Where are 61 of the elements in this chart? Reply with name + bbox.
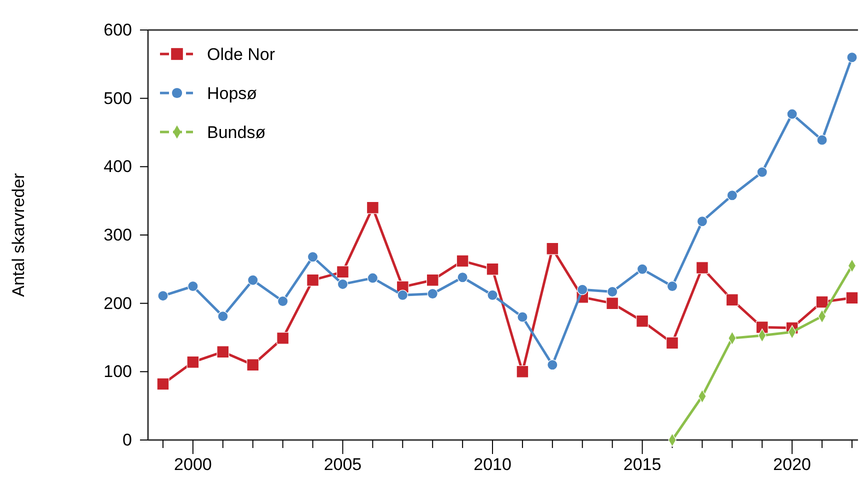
point xyxy=(786,108,798,120)
point xyxy=(517,312,528,322)
point xyxy=(158,290,168,302)
point xyxy=(307,252,318,262)
point xyxy=(397,290,408,300)
y-tick-label: 500 xyxy=(104,88,132,108)
y-tick-label: 400 xyxy=(104,157,132,176)
point xyxy=(186,356,200,368)
point xyxy=(248,274,258,286)
point xyxy=(337,278,348,290)
point xyxy=(546,242,559,255)
point xyxy=(188,280,198,292)
point xyxy=(306,274,319,286)
x-tick-label: 2015 xyxy=(623,455,662,474)
point xyxy=(216,346,230,358)
point xyxy=(487,290,498,300)
point xyxy=(756,321,768,334)
point xyxy=(816,296,828,308)
x-tick-label: 2005 xyxy=(324,455,362,474)
point xyxy=(726,190,738,201)
legend-label: Hopsø xyxy=(207,84,258,103)
point xyxy=(636,264,648,275)
point xyxy=(846,292,858,304)
point xyxy=(218,310,228,322)
y-axis-title: Antal skarvreder xyxy=(9,172,28,297)
point xyxy=(606,297,619,310)
point xyxy=(696,216,708,227)
point xyxy=(816,134,828,146)
point xyxy=(666,336,678,350)
legend-label: Olde Nor xyxy=(207,44,276,64)
point xyxy=(246,358,260,372)
point xyxy=(547,359,558,370)
point xyxy=(277,296,288,307)
x-tick-label: 2000 xyxy=(174,455,212,474)
point xyxy=(276,332,290,344)
point xyxy=(516,365,529,378)
y-tick-label: 300 xyxy=(104,225,132,244)
point xyxy=(577,284,588,296)
point xyxy=(427,288,438,300)
x-tick-label: 2020 xyxy=(773,455,812,474)
point xyxy=(636,314,649,328)
legend-label: Bundsø xyxy=(207,122,266,142)
point xyxy=(696,262,708,274)
point xyxy=(156,378,170,390)
point xyxy=(486,262,499,276)
point xyxy=(607,286,618,298)
point xyxy=(426,274,439,286)
point xyxy=(457,272,468,283)
point xyxy=(846,52,858,63)
y-tick-label: 100 xyxy=(104,362,132,382)
point xyxy=(367,272,378,284)
point xyxy=(726,294,738,306)
y-tick-label: 0 xyxy=(122,430,132,450)
point xyxy=(666,280,678,292)
x-tick-label: 2010 xyxy=(474,455,512,474)
point xyxy=(336,266,349,278)
point xyxy=(366,201,379,214)
y-tick-label: 600 xyxy=(104,20,132,40)
y-tick-label: 200 xyxy=(104,294,132,313)
point xyxy=(456,254,469,268)
point xyxy=(756,166,768,178)
